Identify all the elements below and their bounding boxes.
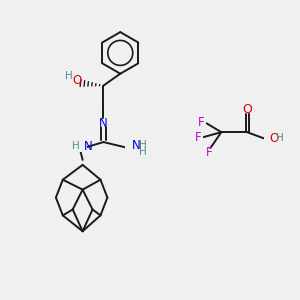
- Text: N: N: [84, 140, 92, 152]
- Text: O: O: [269, 132, 278, 145]
- Text: O: O: [242, 103, 252, 116]
- Text: F: F: [206, 146, 213, 160]
- Text: F: F: [195, 130, 202, 144]
- FancyBboxPatch shape: [98, 119, 108, 127]
- FancyBboxPatch shape: [65, 142, 87, 152]
- FancyBboxPatch shape: [242, 105, 252, 113]
- Text: H: H: [139, 147, 147, 157]
- Text: N: N: [132, 139, 141, 152]
- FancyBboxPatch shape: [125, 141, 147, 151]
- Text: H: H: [72, 141, 80, 151]
- Text: F: F: [198, 116, 205, 129]
- Text: H: H: [65, 71, 73, 81]
- Text: O: O: [72, 74, 81, 87]
- Text: H: H: [139, 140, 147, 150]
- FancyBboxPatch shape: [205, 149, 214, 156]
- FancyBboxPatch shape: [264, 135, 282, 144]
- Text: N: N: [99, 117, 108, 130]
- FancyBboxPatch shape: [197, 119, 206, 126]
- FancyBboxPatch shape: [194, 134, 203, 141]
- Text: H: H: [276, 133, 283, 143]
